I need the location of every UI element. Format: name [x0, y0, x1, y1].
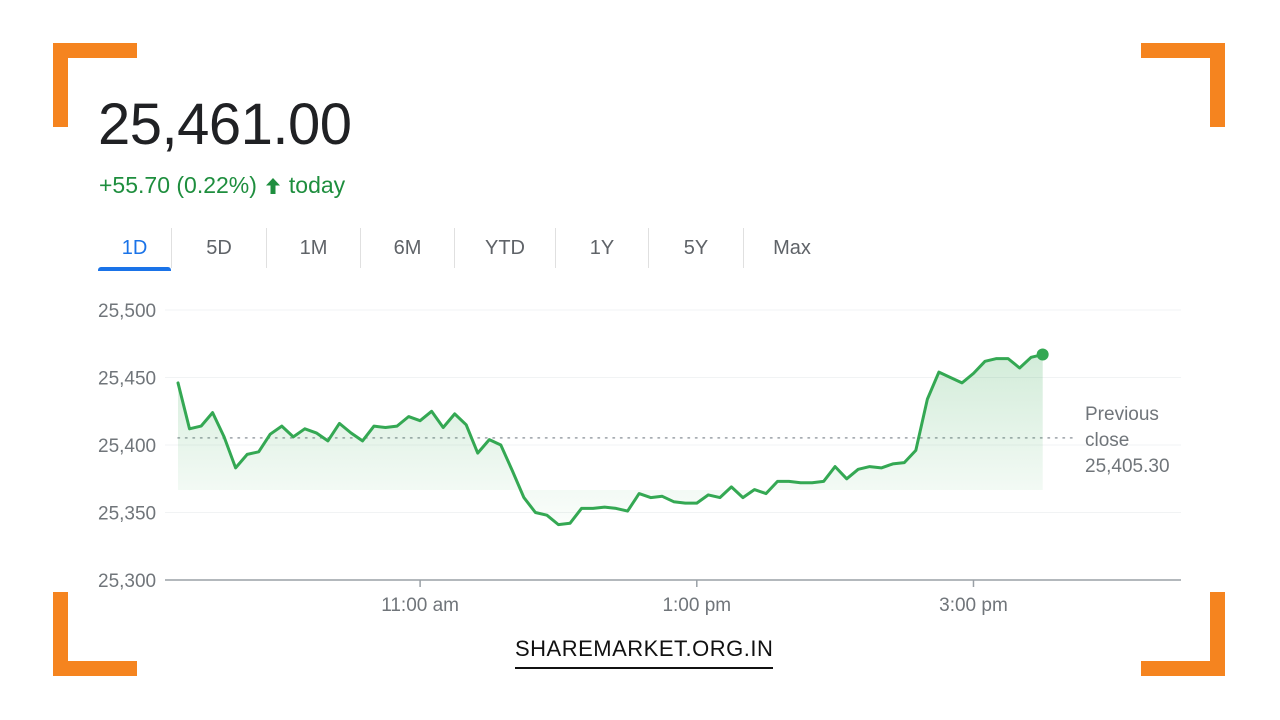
- last-point-marker: [1036, 348, 1049, 361]
- current-price: 25,461.00: [98, 92, 352, 157]
- change-suffix: today: [288, 172, 346, 198]
- series-area: [178, 354, 1043, 525]
- corner-bracket-top-right: [1141, 43, 1225, 127]
- previous-close-label: Previous: [1085, 404, 1159, 425]
- tab-label: 1Y: [589, 236, 615, 259]
- change-value: +55.70 (0.22%): [99, 172, 257, 198]
- range-tabs: 1D 5D 1M 6M YTD 1Y 5Y Max: [98, 228, 840, 271]
- tab-ytd[interactable]: YTD: [455, 228, 556, 268]
- y-tick-label: 25,450: [98, 369, 156, 390]
- x-tick-label: 1:00 pm: [662, 595, 731, 616]
- tab-1y[interactable]: 1Y: [556, 228, 649, 268]
- tab-label: 6M: [393, 236, 422, 259]
- tab-label: 1D: [121, 236, 148, 259]
- series-line: [176, 353, 1045, 527]
- tab-1d[interactable]: 1D: [98, 228, 172, 271]
- tab-6m[interactable]: 6M: [361, 228, 455, 268]
- tab-label: YTD: [485, 236, 525, 259]
- tab-label: Max: [773, 236, 811, 259]
- x-tick-label: 11:00 am: [381, 595, 459, 616]
- corner-bracket-top-left: [53, 43, 137, 127]
- tab-label: 5Y: [683, 236, 709, 259]
- y-tick-label: 25,500: [98, 301, 156, 322]
- tab-5y[interactable]: 5Y: [649, 228, 744, 268]
- previous-close-label: close: [1085, 430, 1129, 451]
- arrow-up-icon: [265, 177, 280, 194]
- tab-max[interactable]: Max: [744, 228, 840, 268]
- corner-bracket-bottom-left: [53, 592, 137, 676]
- x-tick-label: 3:00 pm: [939, 595, 1008, 616]
- y-tick-label: 25,300: [98, 571, 156, 592]
- y-tick-label: 25,350: [98, 504, 156, 525]
- corner-bracket-bottom-right: [1141, 592, 1225, 676]
- tab-label: 1M: [299, 236, 328, 259]
- price-change: +55.70 (0.22%) today: [99, 172, 345, 199]
- tab-1m[interactable]: 1M: [267, 228, 361, 268]
- previous-close-label: 25,405.30: [1085, 456, 1170, 477]
- tab-5d[interactable]: 5D: [172, 228, 267, 268]
- tab-label: 5D: [206, 236, 232, 259]
- y-tick-label: 25,400: [98, 436, 156, 457]
- watermark: SHAREMARKET.ORG.IN: [515, 636, 774, 669]
